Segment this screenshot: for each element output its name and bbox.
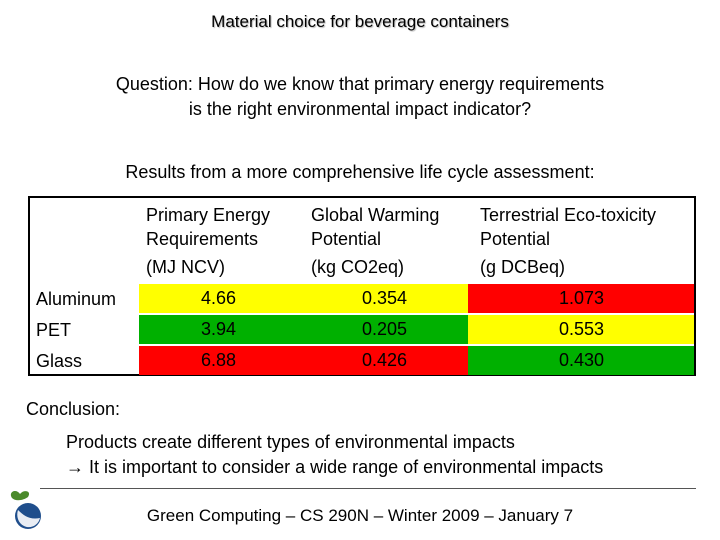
column-header-line: Terrestrial Eco-toxicity — [480, 205, 657, 225]
table-cell: 0.205 — [300, 315, 468, 344]
conclusion-line-2: → It is important to consider a wide ran… — [66, 457, 604, 477]
question-line-1: Question: How do we know that primary en… — [115, 74, 605, 94]
conclusion-label: Conclusion: — [26, 399, 121, 419]
column-header-line: Potential — [311, 229, 382, 249]
results-table-frame — [28, 196, 696, 376]
row-label-aluminum: Aluminum — [36, 289, 117, 309]
table-cell: 0.430 — [468, 346, 694, 375]
table-cell: 3.94 — [139, 315, 300, 344]
column-header-line: Primary Energy — [146, 205, 271, 225]
column-header-global-warming: Global Warming Potential (kg CO2eq) — [311, 203, 439, 279]
conclusion-text: Products create different types of envir… — [66, 430, 603, 480]
column-header-line: (kg CO2eq) — [311, 257, 405, 277]
column-header-line: Global Warming — [311, 205, 440, 225]
table-cell: 0.553 — [468, 315, 694, 344]
column-header-line: Requirements — [146, 229, 259, 249]
slide-title: Material choice for beverage containers — [211, 12, 509, 31]
row-label-glass: Glass — [36, 351, 83, 371]
question-line-2: is the right environmental impact indica… — [188, 99, 532, 119]
results-heading: Results from a more comprehensive life c… — [125, 162, 595, 182]
column-header-line: (MJ NCV) — [146, 257, 225, 277]
column-header-primary-energy: Primary Energy Requirements (MJ NCV) — [146, 203, 270, 279]
column-header-eco-toxicity: Terrestrial Eco-toxicity Potential (g DC… — [480, 203, 656, 279]
table-cell: 1.073 — [468, 284, 694, 313]
table-cell: 0.426 — [300, 346, 468, 375]
footer-divider — [40, 488, 696, 489]
row-label-pet: PET — [36, 320, 72, 340]
column-header-line: Potential — [480, 229, 551, 249]
footer-text: Green Computing – CS 290N – Winter 2009 … — [146, 506, 574, 525]
table-cell: 4.66 — [139, 284, 300, 313]
column-header-line: (g DCBeq) — [480, 257, 566, 277]
logo-icon — [6, 488, 46, 539]
table-cell: 6.88 — [139, 346, 300, 375]
conclusion-line-1: Products create different types of envir… — [66, 432, 515, 452]
table-cell: 0.354 — [300, 284, 468, 313]
